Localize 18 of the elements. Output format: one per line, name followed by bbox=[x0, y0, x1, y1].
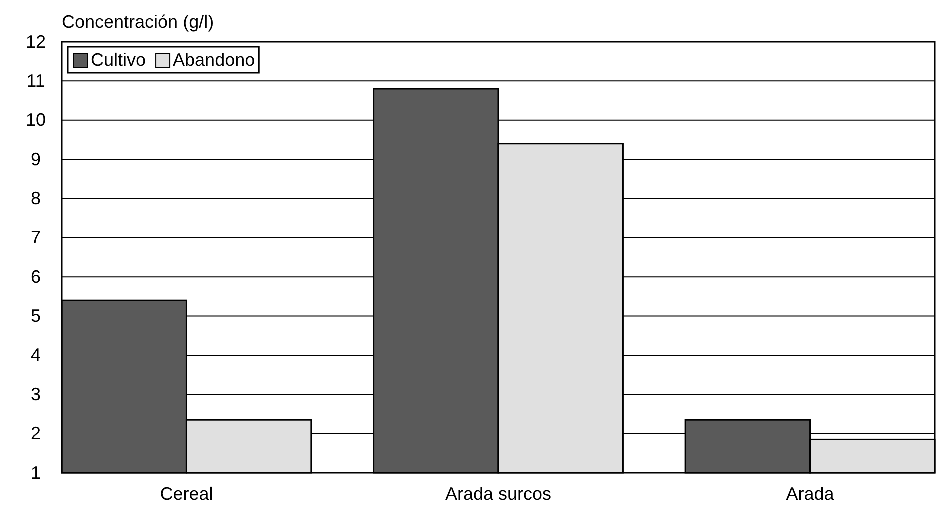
x-tick-label: Arada bbox=[786, 484, 836, 504]
legend-label: Abandono bbox=[173, 50, 256, 70]
y-tick-label: 9 bbox=[30, 149, 42, 170]
y-tick-label: 2 bbox=[30, 424, 42, 444]
legend-label: Cultivo bbox=[91, 50, 146, 70]
y-tick-label: 7 bbox=[30, 228, 42, 248]
y-tick-label: 1 bbox=[30, 462, 42, 483]
x-tick-label: Arada surcos bbox=[445, 484, 552, 504]
y-tick-label: 3 bbox=[30, 384, 42, 404]
y-tick-label: 10 bbox=[26, 110, 46, 130]
x-tick-label: Cereal bbox=[160, 484, 214, 504]
y-tick-label: 11 bbox=[26, 70, 46, 91]
y-tick-label: 8 bbox=[30, 188, 42, 208]
y-tick-label: 4 bbox=[30, 345, 42, 366]
y-tick-label: 5 bbox=[30, 306, 42, 326]
y-tick-label: 6 bbox=[30, 266, 42, 287]
y-tick-label: 12 bbox=[26, 32, 46, 52]
y-axis-title: Concentración (g/l) bbox=[62, 12, 214, 32]
